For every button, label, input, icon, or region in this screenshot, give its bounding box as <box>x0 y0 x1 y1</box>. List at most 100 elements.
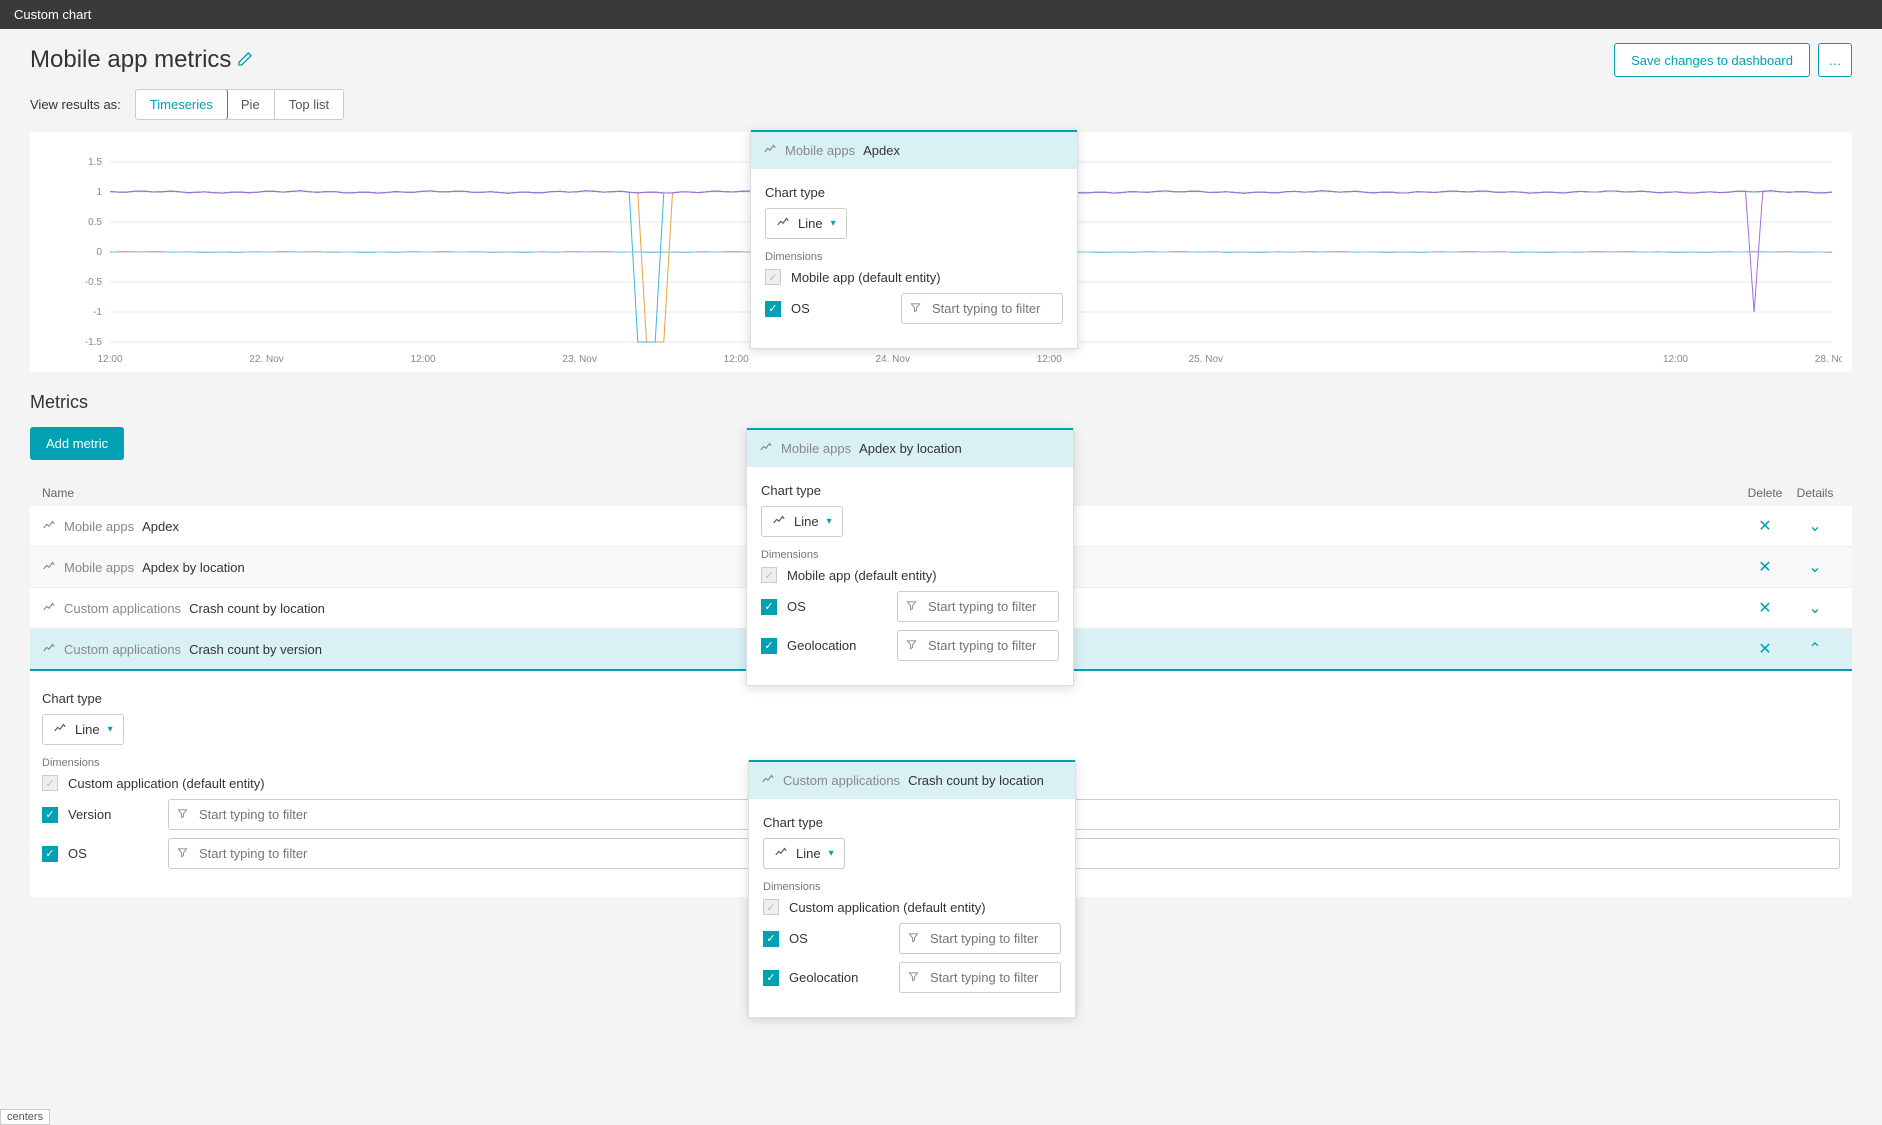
line-icon <box>42 559 56 576</box>
dimension-checkbox[interactable]: ✓ <box>765 301 781 317</box>
chart-type-select[interactable]: Line ▾ <box>761 506 843 537</box>
popup-body: Chart typeLine▾Dimensions✓Custom applica… <box>749 799 1075 1017</box>
chart-type-label: Chart type <box>761 483 1059 498</box>
view-option-pie[interactable]: Pie <box>227 90 275 119</box>
toggle-details-button[interactable]: ⌄ <box>1790 516 1840 536</box>
dimension-label: OS <box>791 301 891 316</box>
filter-input-wrap <box>897 630 1059 661</box>
metric-name: Apdex by location <box>142 560 245 575</box>
filter-input-wrap <box>897 591 1059 622</box>
svg-text:12:00: 12:00 <box>411 354 436 365</box>
metric-name: Crash count by location <box>189 601 325 616</box>
filter-icon <box>177 808 188 822</box>
chart-type-label: Chart type <box>763 815 1061 830</box>
dimension-row: ✓ Geolocation <box>761 630 1059 661</box>
dimension-filter-input[interactable] <box>897 591 1059 622</box>
filter-input-wrap <box>899 962 1061 993</box>
dimension-checkbox[interactable]: ✓ <box>761 638 777 654</box>
dimension-filter-input[interactable] <box>901 293 1063 324</box>
filter-icon <box>908 971 919 985</box>
dimension-label: Custom application (default entity) <box>789 900 986 915</box>
popup-category: Custom applications <box>783 773 900 788</box>
metric-category: Custom applications <box>64 601 181 616</box>
delete-metric-button[interactable]: ✕ <box>1740 598 1790 618</box>
svg-text:-0.5: -0.5 <box>85 277 103 288</box>
svg-text:1: 1 <box>96 187 102 198</box>
dimension-checkbox: ✓ <box>765 269 781 285</box>
chart-type-select[interactable]: Line▾ <box>765 208 847 239</box>
line-icon <box>761 772 775 789</box>
toggle-details-button[interactable]: ⌄ <box>1790 598 1840 618</box>
chart-type-label: Chart type <box>765 185 1063 200</box>
chart-type-select[interactable]: Line ▾ <box>763 838 845 869</box>
dimension-filter-input[interactable] <box>899 923 1061 954</box>
delete-metric-button[interactable]: ✕ <box>1740 557 1790 577</box>
dimension-label: Geolocation <box>787 638 887 653</box>
topbar-title: Custom chart <box>14 7 91 22</box>
view-option-timeseries[interactable]: Timeseries <box>135 89 228 120</box>
dimension-label: Geolocation <box>789 970 889 985</box>
dimension-checkbox[interactable]: ✓ <box>763 970 779 986</box>
metric-detail-popup: Custom applicationsCrash count by locati… <box>748 760 1076 1018</box>
svg-text:-1: -1 <box>93 307 102 318</box>
svg-text:12:00: 12:00 <box>724 354 749 365</box>
toggle-details-button[interactable]: ⌄ <box>1790 557 1840 577</box>
svg-text:25. Nov: 25. Nov <box>1189 354 1223 365</box>
popup-category: Mobile apps <box>781 441 851 456</box>
dimension-label: OS <box>787 599 887 614</box>
view-option-top-list[interactable]: Top list <box>275 90 343 119</box>
delete-metric-button[interactable]: ✕ <box>1740 516 1790 536</box>
line-icon <box>42 518 56 535</box>
more-actions-button[interactable]: … <box>1818 43 1852 77</box>
filter-icon <box>908 932 919 946</box>
dimension-row: ✓Custom application (default entity) <box>763 899 1061 915</box>
svg-text:1.5: 1.5 <box>88 157 102 168</box>
save-dashboard-button[interactable]: Save changes to dashboard <box>1614 43 1810 77</box>
edit-title-icon[interactable] <box>237 51 253 70</box>
metric-name: Crash count by version <box>189 642 322 657</box>
dimension-row: ✓ Geolocation <box>763 962 1061 993</box>
popup-header: Mobile appsApdex <box>751 130 1077 169</box>
filter-icon <box>910 302 921 316</box>
filter-icon <box>906 600 917 614</box>
page-title: Mobile app metrics <box>30 46 231 74</box>
metric-detail-popup: Mobile appsApdex Chart type Line▾ Dimension… <box>750 130 1078 349</box>
chart-type-select[interactable]: Line ▾ <box>42 714 124 745</box>
toggle-details-button[interactable]: ⌃ <box>1790 639 1840 659</box>
line-icon <box>763 142 777 159</box>
dimension-checkbox[interactable]: ✓ <box>42 807 58 823</box>
chevron-down-icon: ▾ <box>829 848 834 859</box>
dimension-label: OS <box>68 846 158 861</box>
popup-category: Mobile apps <box>785 143 855 158</box>
col-details: Details <box>1790 486 1840 500</box>
footer-tag: centers <box>0 1109 50 1125</box>
filter-input-wrap <box>899 923 1061 954</box>
dimension-filter-input[interactable] <box>899 962 1061 993</box>
svg-text:28. Nov: 28. Nov <box>1815 354 1842 365</box>
dimension-row: ✓ OS <box>765 293 1063 324</box>
chart-type-value: Line <box>794 514 819 529</box>
line-icon <box>772 513 786 530</box>
dimension-checkbox[interactable]: ✓ <box>763 931 779 947</box>
chart-type-value: Line <box>796 846 821 861</box>
dimension-label: Mobile app (default entity) <box>791 270 941 285</box>
delete-metric-button[interactable]: ✕ <box>1740 639 1790 659</box>
line-icon <box>774 845 788 862</box>
dimension-checkbox[interactable]: ✓ <box>761 599 777 615</box>
svg-text:12:00: 12:00 <box>97 354 122 365</box>
chevron-down-icon: ▾ <box>827 516 832 527</box>
svg-text:-1.5: -1.5 <box>85 337 103 348</box>
popup-name: Apdex by location <box>859 441 962 456</box>
page-title-wrap: Mobile app metrics <box>30 46 253 74</box>
dimension-filter-input[interactable] <box>897 630 1059 661</box>
popup-header: Mobile apps Apdex by location <box>747 428 1073 467</box>
add-metric-button[interactable]: Add metric <box>30 427 124 460</box>
metrics-heading: Metrics <box>30 392 1852 413</box>
popup-body: Chart typeLine▾Dimensions✓Mobile app (de… <box>747 467 1073 685</box>
header-actions: Save changes to dashboard … <box>1614 43 1852 77</box>
dimension-checkbox[interactable]: ✓ <box>42 846 58 862</box>
dimensions-label: Dimensions <box>765 251 1063 263</box>
dimension-row: ✓OS <box>763 923 1061 954</box>
line-icon <box>53 721 67 738</box>
view-label: View results as: <box>30 97 121 112</box>
